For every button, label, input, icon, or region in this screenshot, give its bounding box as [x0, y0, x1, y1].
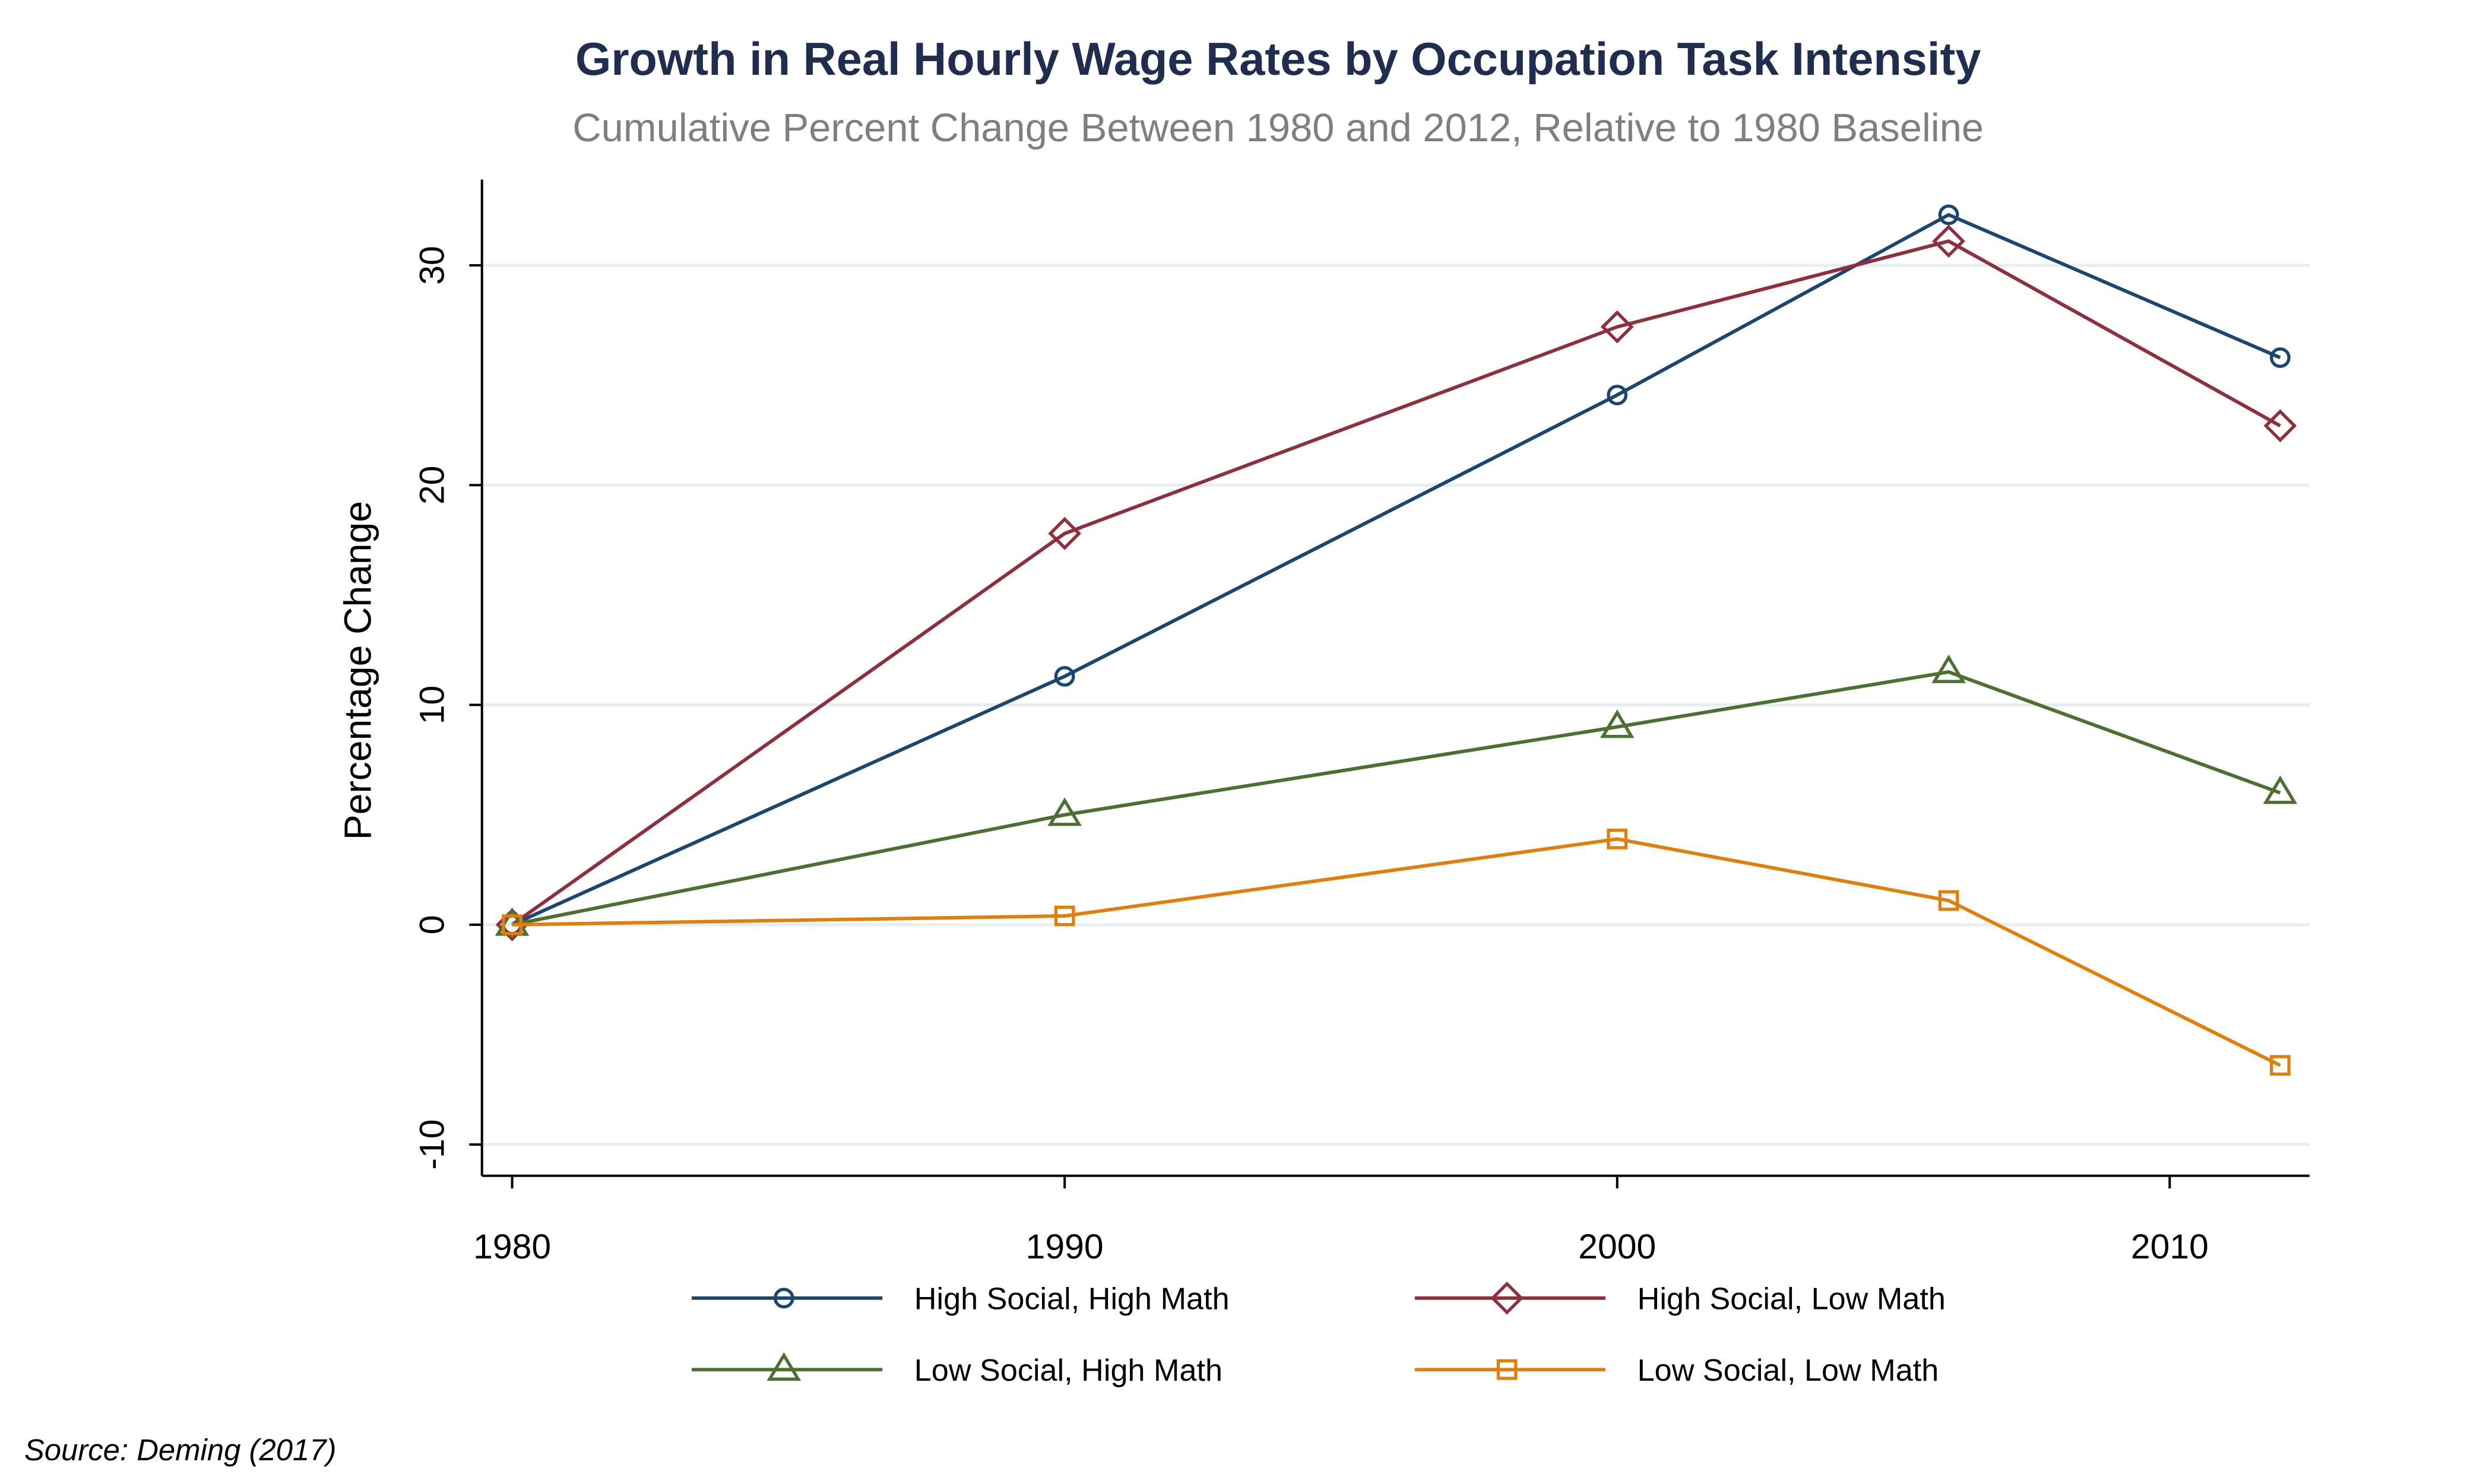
legend-marker-triangle-icon — [767, 1352, 802, 1381]
legend-label: High Social, Low Math — [1638, 1282, 1946, 1317]
data-point-circle — [1938, 204, 1959, 226]
data-point-circle — [1607, 385, 1628, 405]
data-point-square — [2270, 1055, 2291, 1076]
y-axis-label: Percentage Change — [336, 501, 379, 840]
chart-subtitle: Cumulative Percent Change Between 1980 a… — [572, 106, 1984, 150]
legend-item: High Social, Low Math — [1414, 1281, 1946, 1317]
data-point-diamond — [1932, 224, 1965, 258]
data-point-circle — [1054, 666, 1075, 687]
legend-marker-circle-icon — [773, 1288, 794, 1309]
data-point-triangle — [2263, 775, 2298, 804]
data-point-triangle — [1600, 709, 1635, 738]
y-tick-label: 30 — [413, 246, 451, 285]
legend-label: Low Social, Low Math — [1638, 1353, 1939, 1388]
data-point-circle — [2270, 347, 2291, 368]
y-tick-label: 0 — [413, 915, 451, 934]
series-line — [511, 239, 2281, 927]
source-note: Source: Deming (2017) — [24, 1433, 337, 1467]
gridlines — [482, 264, 2310, 1146]
legend-item: Low Social, Low Math — [1414, 1353, 1939, 1388]
x-tick-label: 2000 — [1578, 1228, 1656, 1266]
data-point-triangle — [1931, 654, 1966, 683]
data-point-square — [1938, 890, 1959, 911]
legend: High Social, High Math High Social, Low M… — [692, 1281, 1946, 1388]
y-tick-label: 20 — [413, 466, 451, 505]
data-point-diamond — [1600, 310, 1634, 344]
data-point-triangle — [1047, 797, 1082, 826]
data-point-square — [1054, 905, 1075, 927]
series-line — [512, 670, 2281, 927]
series-group — [495, 204, 2298, 1076]
y-tick-label: -10 — [413, 1120, 451, 1170]
legend-label: Low Social, High Math — [914, 1353, 1222, 1388]
data-point-square — [1607, 829, 1628, 849]
x-tick-label: 1990 — [1026, 1228, 1104, 1266]
axes: -10 0 10 20 30 1980 1990 2000 2010 — [413, 179, 2310, 1266]
legend-marker-square-icon — [1496, 1359, 1518, 1380]
legend-item: High Social, High Math — [692, 1282, 1230, 1317]
series-line — [511, 213, 2281, 927]
x-tick-label: 1980 — [473, 1228, 551, 1266]
legend-marker-diamond-icon — [1490, 1281, 1524, 1315]
series-line — [512, 837, 2281, 1067]
data-point-square — [502, 914, 522, 936]
data-point-diamond — [2263, 409, 2297, 443]
x-tick-label: 2010 — [2131, 1228, 2209, 1266]
legend-label: High Social, High Math — [914, 1282, 1230, 1317]
series-low-social-low-math — [502, 829, 2291, 1076]
y-tick-label: 10 — [413, 686, 451, 725]
chart-title: Growth in Real Hourly Wage Rates by Occu… — [575, 34, 1981, 85]
legend-item: Low Social, High Math — [692, 1352, 1222, 1388]
data-point-diamond — [1048, 516, 1082, 550]
